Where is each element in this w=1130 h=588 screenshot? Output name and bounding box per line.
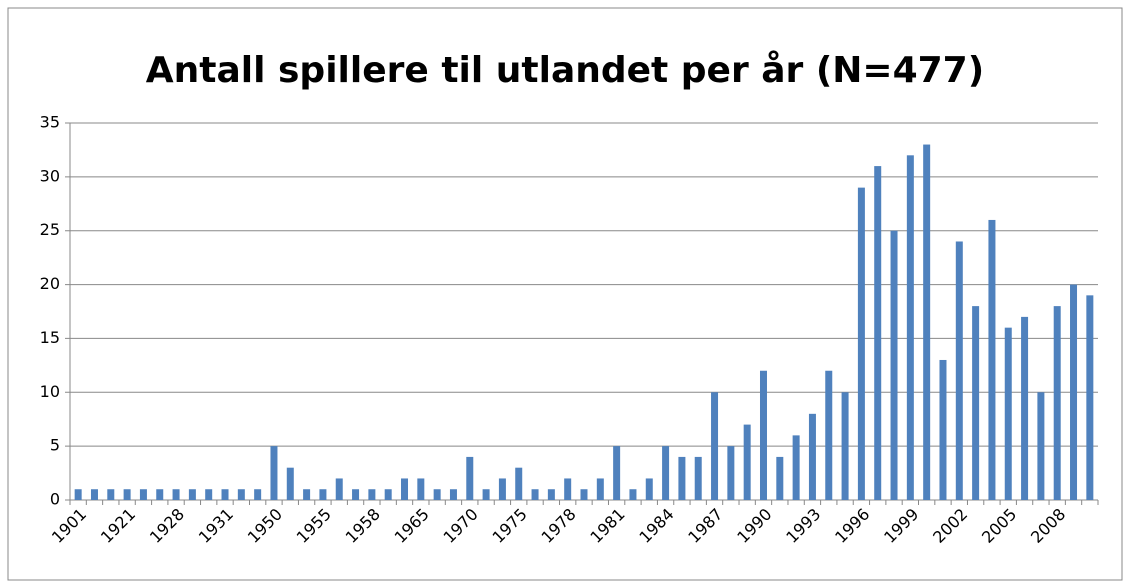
bar: [74, 489, 82, 500]
y-tick-label: 15: [40, 328, 60, 347]
bar: [156, 489, 164, 500]
bar: [972, 306, 980, 500]
bar: [808, 413, 816, 500]
bar: [711, 392, 719, 500]
bar: [1053, 306, 1061, 500]
bar: [433, 489, 441, 500]
bar: [939, 359, 947, 500]
bar: [449, 489, 457, 500]
bar: [515, 467, 523, 500]
bar: [188, 489, 196, 500]
y-tick-label: 25: [40, 220, 60, 239]
bar: [221, 489, 229, 500]
bar: [417, 478, 425, 500]
bar: [564, 478, 572, 500]
bar: [678, 456, 686, 500]
bar: [498, 478, 506, 500]
bar: [482, 489, 490, 500]
bar: [825, 370, 833, 500]
bar: [384, 489, 392, 500]
bar: [923, 144, 931, 501]
bar: [466, 456, 474, 500]
y-tick-label: 0: [50, 490, 60, 509]
bar: [727, 446, 735, 500]
bar: [547, 489, 555, 500]
bar: [205, 489, 213, 500]
bar: [172, 489, 180, 500]
bar: [906, 155, 914, 501]
bar: [139, 489, 147, 500]
y-tick-label: 30: [40, 166, 60, 185]
y-tick-label: 35: [40, 113, 60, 132]
bar: [123, 489, 131, 500]
bar: [401, 478, 409, 500]
bar: [335, 478, 343, 500]
bar: [319, 489, 327, 500]
bar: [90, 489, 98, 500]
bar: [352, 489, 360, 500]
bar: [890, 230, 898, 500]
y-tick-label: 5: [50, 436, 60, 455]
bar: [286, 467, 294, 500]
y-tick-label: 10: [40, 382, 60, 401]
bar: [531, 489, 539, 500]
bar: [1086, 295, 1094, 500]
bar: [303, 489, 311, 500]
bar: [1037, 392, 1045, 500]
bar: [776, 456, 784, 500]
bar: [743, 424, 751, 500]
bar: [662, 446, 670, 500]
bar: [368, 489, 376, 500]
bar: [580, 489, 588, 500]
bar: [629, 489, 637, 500]
bar: [254, 489, 262, 500]
bar: [1004, 327, 1012, 500]
bar: [857, 187, 865, 500]
bar: [596, 478, 604, 500]
bar: [988, 219, 996, 500]
bar: [792, 435, 800, 500]
bar: [237, 489, 245, 500]
bar: [1070, 284, 1078, 500]
bar: [107, 489, 115, 500]
bar: [694, 456, 702, 500]
bar: [645, 478, 653, 500]
bar: [955, 241, 963, 500]
bar: [1021, 316, 1029, 500]
bar: [841, 392, 849, 500]
bar: [270, 446, 278, 500]
bar: [759, 370, 767, 500]
chart-title: Antall spillere til utlandet per år (N=4…: [146, 50, 984, 91]
bar: [613, 446, 621, 500]
y-tick-label: 20: [40, 274, 60, 293]
bar: [874, 166, 882, 501]
